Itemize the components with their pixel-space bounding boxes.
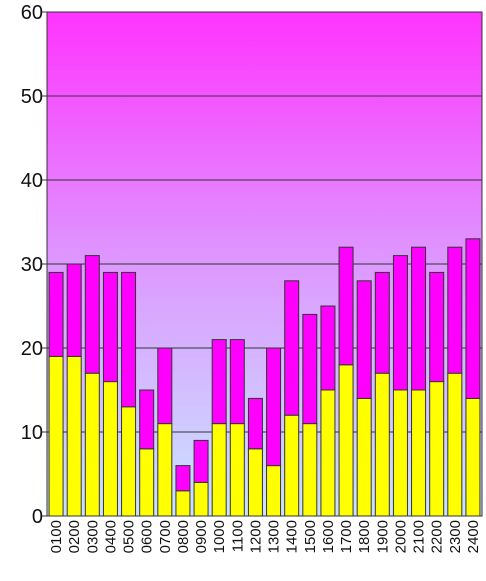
x-tick-label: 0100 xyxy=(48,520,65,553)
bar-segment xyxy=(411,246,427,391)
y-tick-label: 50 xyxy=(21,86,43,108)
x-tick-label: 1900 xyxy=(374,520,391,553)
bar-segment xyxy=(302,313,318,425)
y-tick-label: 0 xyxy=(32,506,43,528)
bar-segment xyxy=(139,389,155,450)
x-tick-label: 1000 xyxy=(211,520,228,553)
bar-segment xyxy=(266,347,282,467)
bar-segment xyxy=(284,280,300,416)
bar-segment xyxy=(374,372,390,517)
bar-segment xyxy=(193,481,209,517)
y-tick-label: 20 xyxy=(21,338,43,360)
bar-segment xyxy=(102,271,118,383)
bar-segment xyxy=(411,389,427,517)
bar-segment xyxy=(320,305,336,391)
bar-segment xyxy=(211,423,227,517)
x-tick-label: 0700 xyxy=(157,520,174,553)
x-tick-label: 2400 xyxy=(465,520,482,553)
bar-segment xyxy=(157,347,173,425)
x-tick-label: 1500 xyxy=(302,520,319,553)
bar-segment xyxy=(429,271,445,383)
bar-segment xyxy=(356,397,372,517)
bar-segment xyxy=(157,423,173,517)
x-tick-label: 1300 xyxy=(266,520,283,553)
y-tick-label: 60 xyxy=(21,2,43,24)
bar-segment xyxy=(121,406,137,517)
bar-segment xyxy=(193,439,209,483)
y-tick-label: 40 xyxy=(21,170,43,192)
bar-segment xyxy=(465,397,481,517)
x-tick-label: 0400 xyxy=(102,520,119,553)
x-tick-label: 2200 xyxy=(429,520,446,553)
bar-segment xyxy=(48,271,64,357)
bar-segment xyxy=(175,465,191,492)
bar-segment xyxy=(229,423,245,517)
x-tick-label: 2000 xyxy=(392,520,409,553)
x-tick-label: 0200 xyxy=(66,520,83,553)
x-tick-label: 0900 xyxy=(193,520,210,553)
x-tick-label: 0300 xyxy=(84,520,101,553)
bar-segment xyxy=(102,381,118,517)
bar-segment xyxy=(302,423,318,517)
bar-segment xyxy=(247,448,263,517)
x-tick-label: 1600 xyxy=(320,520,337,553)
bar-segment xyxy=(84,372,100,517)
x-tick-label: 2300 xyxy=(447,520,464,553)
bar-segment xyxy=(392,255,408,391)
bar-segment xyxy=(338,364,354,517)
bar-segment xyxy=(66,263,82,357)
bar-segment xyxy=(338,246,354,366)
bar-segment xyxy=(175,490,191,517)
bar-segment xyxy=(266,465,282,517)
bar-segment xyxy=(247,397,263,450)
y-tick-label: 30 xyxy=(21,254,43,276)
x-tick-label: 0500 xyxy=(121,520,138,553)
x-tick-label: 0600 xyxy=(139,520,156,553)
bar-segment xyxy=(392,389,408,517)
bar-segment xyxy=(447,372,463,517)
bar-segment xyxy=(211,339,227,425)
bar-segment xyxy=(229,339,245,425)
bar-segment xyxy=(84,255,100,374)
x-tick-label: 1400 xyxy=(284,520,301,553)
x-tick-label: 1800 xyxy=(356,520,373,553)
x-tick-label: 2100 xyxy=(411,520,428,553)
y-tick-label: 10 xyxy=(21,422,43,444)
bar-segment xyxy=(284,414,300,517)
x-tick-label: 1200 xyxy=(247,520,264,553)
x-tick-label: 1700 xyxy=(338,520,355,553)
bar-segment xyxy=(121,271,137,408)
bar-segment xyxy=(48,355,64,517)
bar-segment xyxy=(66,355,82,517)
bar-segment xyxy=(429,381,445,517)
x-tick-label: 1100 xyxy=(229,520,246,552)
bar-segment xyxy=(139,448,155,517)
bar-segment xyxy=(447,246,463,374)
bar-segment xyxy=(374,271,390,374)
bar-segment xyxy=(356,280,372,399)
bar-segment xyxy=(465,238,481,399)
bar-segment xyxy=(320,389,336,517)
x-tick-label: 0800 xyxy=(175,520,192,553)
